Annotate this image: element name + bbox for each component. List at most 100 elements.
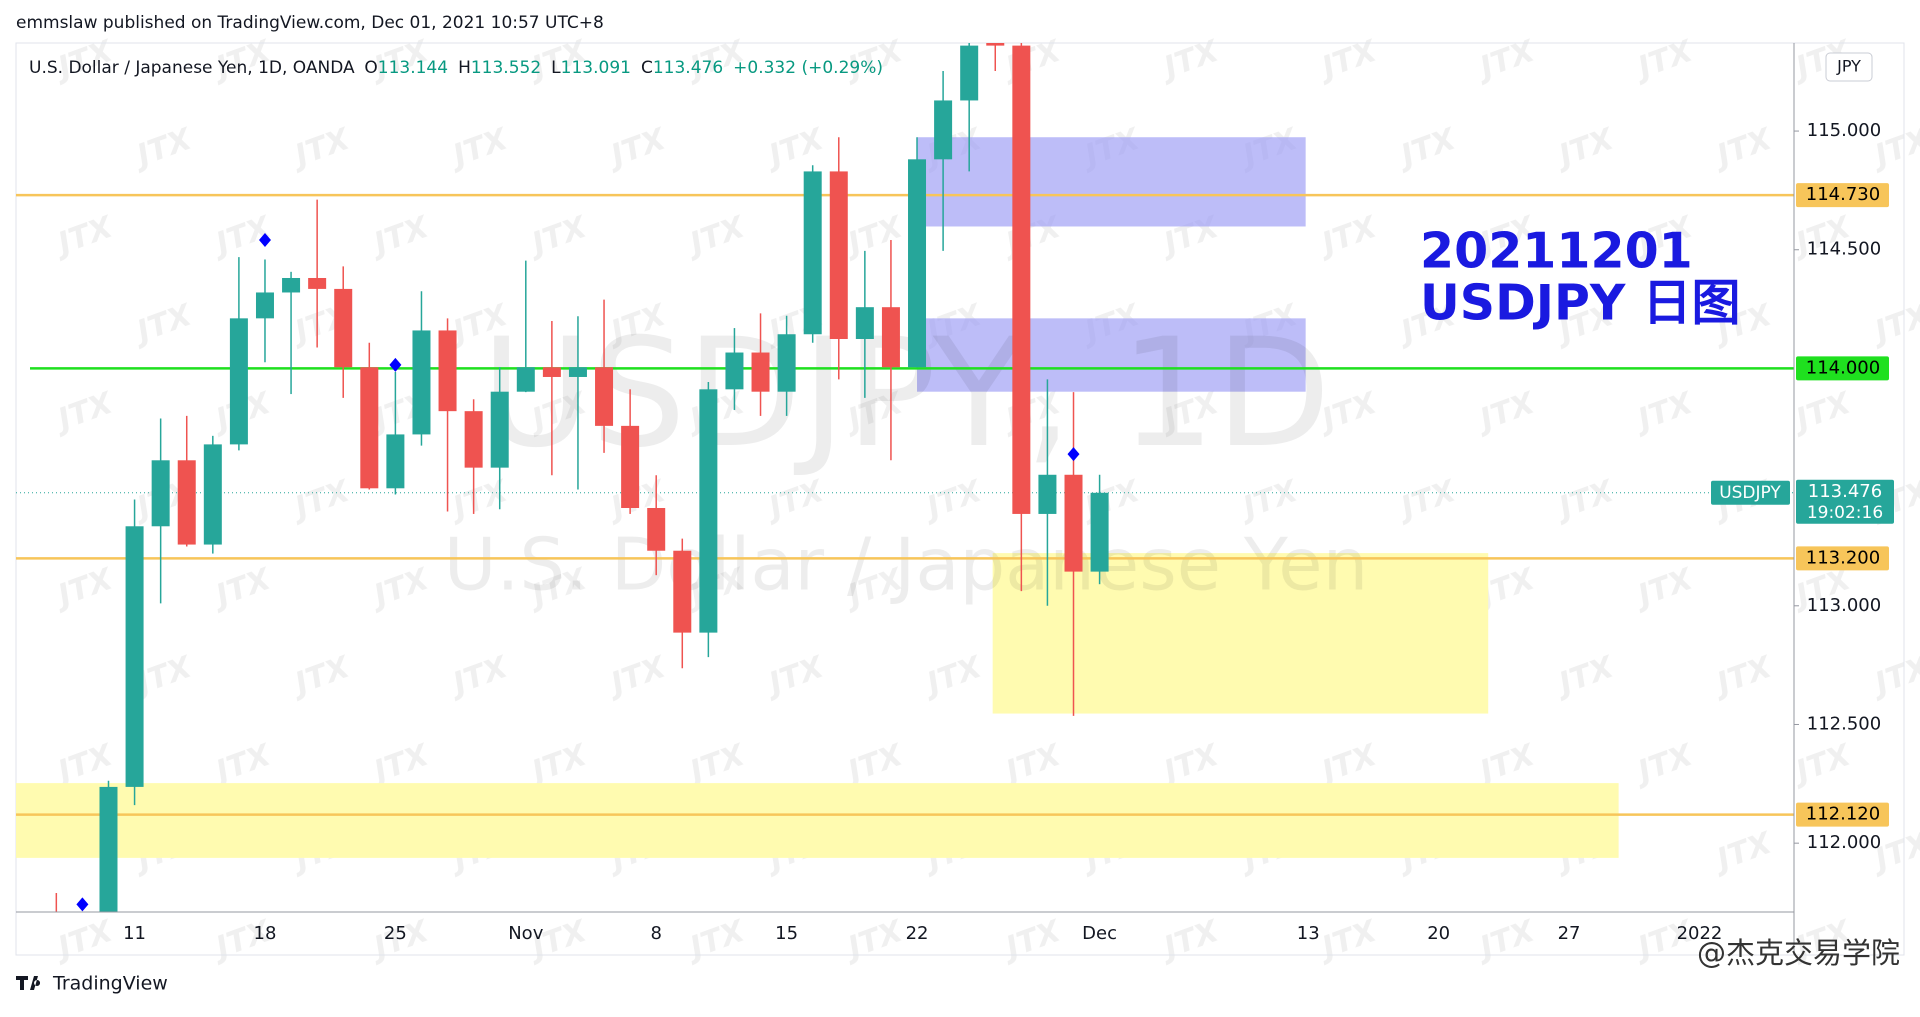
- symbol-tag: [1711, 480, 1790, 505]
- tile: JTX: [918, 649, 988, 703]
- candle-body: [334, 288, 353, 368]
- candle-body: [438, 330, 457, 412]
- tile-watermark: JTX: [1629, 737, 1699, 791]
- candle-body: [934, 100, 953, 160]
- tile-watermark: JTX: [681, 913, 751, 967]
- price-tag: [1796, 479, 1894, 524]
- tile: JTX: [760, 649, 830, 703]
- tile: JTX: [286, 121, 356, 175]
- tile-watermark: JTX: [1155, 33, 1225, 87]
- candle-body: [881, 307, 900, 368]
- tile-watermark: JTX: [1313, 913, 1383, 967]
- name-watermark: U.S. Dollar / Japanese Yen: [444, 523, 1368, 607]
- tile: JTX: [1550, 649, 1620, 703]
- signal-marker: [1067, 447, 1080, 462]
- signal-marker: [76, 897, 89, 912]
- legend-value: 113.552: [471, 58, 541, 78]
- tile-watermark: JTX: [1550, 649, 1620, 703]
- tile-watermark: JTX: [1471, 913, 1541, 967]
- candle-body: [908, 159, 927, 368]
- tile-watermark: JTX: [997, 33, 1067, 87]
- tile: JTX: [997, 913, 1067, 967]
- tile-watermark: JTX: [839, 913, 909, 967]
- tile-watermark: JTX: [1866, 649, 1920, 703]
- tile: JTX: [681, 913, 751, 967]
- tile: JTX: [128, 121, 198, 175]
- tile: JTX: [602, 121, 672, 175]
- tile: JTX: [839, 913, 909, 967]
- tile-watermark: JTX: [365, 561, 435, 615]
- x-tick-label: 27: [1558, 923, 1581, 944]
- level-tag: [1796, 356, 1889, 381]
- x-tick-label: 2022: [1677, 923, 1723, 944]
- tile-watermark: JTX: [49, 209, 119, 263]
- candle-body: [803, 171, 822, 335]
- level-tag: [1796, 183, 1889, 208]
- tile: JTX: [1787, 737, 1857, 791]
- tile: JTX: [1629, 561, 1699, 615]
- y-tick-label: 115.000: [1807, 120, 1881, 141]
- symbol-tag-label: USDJPY: [1719, 483, 1781, 503]
- tile: JTX: [49, 209, 119, 263]
- tile: JTX: [1471, 33, 1541, 87]
- level-tag: [1796, 802, 1889, 827]
- tile-watermark: JTX: [444, 473, 514, 527]
- tile: JTX: [1313, 33, 1383, 87]
- tile: JTX: [1471, 385, 1541, 439]
- candle-body: [1038, 474, 1057, 514]
- candle-body: [203, 444, 222, 545]
- tile: JTX: [49, 385, 119, 439]
- x-tick-label: 13: [1297, 923, 1320, 944]
- tile-watermark: JTX: [760, 121, 830, 175]
- tile-watermark: JTX: [1708, 649, 1778, 703]
- annotation: USDJPY 日图: [1420, 275, 1740, 332]
- candle-body: [151, 460, 170, 527]
- tile: JTX: [1866, 649, 1920, 703]
- tile: JTX: [1866, 297, 1920, 351]
- tile: JTX: [839, 209, 909, 263]
- tile-watermark: JTX: [1392, 473, 1462, 527]
- tile-watermark: JTX: [444, 649, 514, 703]
- tile-watermark: JTX: [1787, 737, 1857, 791]
- tile-watermark: JTX: [49, 913, 119, 967]
- level-label: 112.120: [1806, 804, 1880, 825]
- tile: JTX: [1392, 121, 1462, 175]
- candle-body: [568, 367, 587, 377]
- tile: JTX: [523, 209, 593, 263]
- published-line: emmslaw published on TradingView.com, De…: [16, 13, 604, 33]
- tile: JTX: [286, 649, 356, 703]
- tile: JTX: [128, 297, 198, 351]
- tile-watermark: JTX: [1471, 33, 1541, 87]
- tile-watermark: JTX: [1866, 297, 1920, 351]
- tile-watermark: JTX: [49, 385, 119, 439]
- tile-watermark: JTX: [1550, 473, 1620, 527]
- overlay: 112.000 112.500 113.000 114.500 115.000 11 18 2…: [123, 120, 1894, 944]
- candle-body: [99, 786, 118, 912]
- currency-button[interactable]: [1825, 52, 1873, 82]
- tile-watermark: JTX: [207, 561, 277, 615]
- legend: U.S. Dollar / Japanese Yen, 1D, OANDA O11…: [29, 58, 883, 78]
- tile-watermark: JTX: [760, 649, 830, 703]
- tile: JTX: [1629, 737, 1699, 791]
- candle-body: [412, 330, 431, 435]
- tile-watermark: JTX: [49, 561, 119, 615]
- annotation: 20211201: [1420, 223, 1693, 280]
- tile: JTX: [602, 649, 672, 703]
- tile: JTX: [49, 561, 119, 615]
- x-tick-label: 20: [1427, 923, 1450, 944]
- tile-watermark: JTX: [1629, 33, 1699, 87]
- credit: @杰克交易学院: [1697, 936, 1900, 970]
- tile: JTX: [49, 913, 119, 967]
- tile: JTX: [1629, 33, 1699, 87]
- tile: JTX: [760, 121, 830, 175]
- tile: JTX: [444, 121, 514, 175]
- currency-label: JPY: [1836, 57, 1861, 76]
- x-tick-label: Dec: [1082, 923, 1117, 944]
- tile-watermark: JTX: [444, 121, 514, 175]
- tile-watermark: JTX: [128, 121, 198, 175]
- tile: JTX: [1471, 913, 1541, 967]
- x-tick-label: 8: [650, 923, 661, 944]
- candle-body: [1090, 492, 1109, 572]
- tile-watermark: JTX: [681, 209, 751, 263]
